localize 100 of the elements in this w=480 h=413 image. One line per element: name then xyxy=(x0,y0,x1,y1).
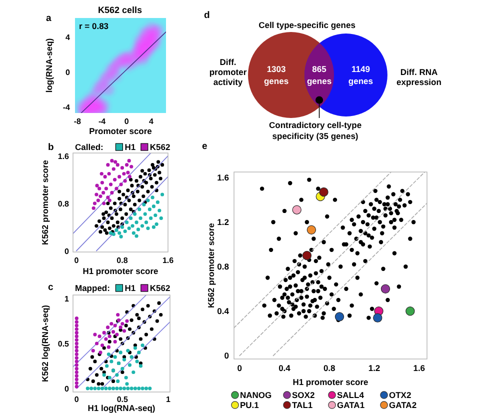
data-label: 865 genes xyxy=(306,64,332,86)
x-tick-label: 1 xyxy=(166,394,171,404)
point xyxy=(136,228,140,232)
point xyxy=(306,225,316,234)
x-tick-label: 0.8 xyxy=(116,256,128,264)
point xyxy=(74,316,78,320)
point xyxy=(134,234,138,238)
x-tick-label: 4 xyxy=(149,116,154,126)
legend-label: GATA1 xyxy=(337,400,365,410)
point xyxy=(100,343,104,348)
point xyxy=(100,172,104,176)
point xyxy=(74,327,78,331)
point xyxy=(158,208,162,212)
point xyxy=(123,179,127,183)
point xyxy=(74,352,78,356)
point xyxy=(118,337,122,341)
point xyxy=(119,234,123,238)
point xyxy=(127,158,131,163)
point xyxy=(100,386,104,390)
point xyxy=(102,330,106,335)
point xyxy=(111,379,116,384)
point xyxy=(114,186,118,190)
y-tick-label: 0 xyxy=(66,68,71,77)
point xyxy=(157,301,161,305)
x-tick-label: 0 xyxy=(74,256,80,264)
point xyxy=(107,172,111,176)
point xyxy=(137,350,141,354)
point xyxy=(132,231,136,235)
point xyxy=(111,330,116,334)
y-tick-label: 0 xyxy=(64,246,70,256)
point xyxy=(133,386,138,390)
point xyxy=(129,216,133,220)
point xyxy=(102,83,114,96)
point xyxy=(111,386,116,390)
point xyxy=(126,386,130,390)
point xyxy=(74,330,78,335)
point xyxy=(118,386,122,390)
point xyxy=(74,366,78,370)
point xyxy=(144,386,148,390)
point xyxy=(91,379,95,384)
point xyxy=(93,360,97,364)
point xyxy=(130,355,134,359)
point xyxy=(74,381,78,385)
point xyxy=(127,226,131,230)
point xyxy=(146,226,150,230)
point xyxy=(116,312,120,317)
y-axis-title: K562 promoter score xyxy=(40,160,50,246)
point xyxy=(116,379,120,384)
point xyxy=(148,386,152,390)
legend-label: NANOG xyxy=(240,390,272,400)
point xyxy=(74,324,78,328)
point xyxy=(143,212,147,216)
point xyxy=(120,366,124,370)
point xyxy=(130,318,134,322)
point xyxy=(110,70,122,82)
point xyxy=(151,24,164,36)
point xyxy=(119,182,123,186)
y-tick-label: 0.8 xyxy=(58,198,70,208)
point xyxy=(122,358,126,362)
data-label: 1149 genes xyxy=(348,64,374,86)
point xyxy=(133,212,137,216)
point xyxy=(74,334,78,338)
point xyxy=(130,164,134,168)
point xyxy=(160,192,164,196)
point xyxy=(120,225,124,229)
point xyxy=(138,216,142,220)
text: e xyxy=(202,140,208,152)
point xyxy=(74,384,78,388)
x-axis-title: H1 log(RNA-seq) xyxy=(88,403,156,413)
point xyxy=(104,386,108,390)
legend-label: OTX2 xyxy=(389,390,412,400)
point xyxy=(155,319,159,323)
point xyxy=(108,182,113,186)
point xyxy=(106,326,110,330)
x-tick-label: 1.2 xyxy=(368,363,380,373)
point xyxy=(110,360,114,364)
point xyxy=(106,345,110,349)
text: Contradictory cell-type specificity (35 genes) xyxy=(268,120,362,141)
point xyxy=(135,360,139,364)
category-label: Diff. promoter activity xyxy=(209,57,248,87)
point xyxy=(110,322,114,326)
x-tick-label: 1.6 xyxy=(162,256,174,264)
point xyxy=(100,366,104,370)
point xyxy=(74,356,78,360)
point xyxy=(118,350,122,354)
legend-label: K562 xyxy=(150,283,170,293)
point xyxy=(96,198,100,202)
point xyxy=(125,319,129,323)
text: b xyxy=(48,142,54,152)
point xyxy=(94,192,98,196)
point xyxy=(94,342,99,346)
point xyxy=(113,340,117,344)
point xyxy=(125,382,129,386)
text: d xyxy=(204,10,210,20)
point xyxy=(92,206,96,210)
point xyxy=(115,386,119,390)
y-tick-label: 1.6 xyxy=(58,151,70,160)
point xyxy=(102,373,106,377)
x-axis-title: H1 promoter score xyxy=(82,266,159,276)
legend-label: TAL1 xyxy=(292,400,313,410)
